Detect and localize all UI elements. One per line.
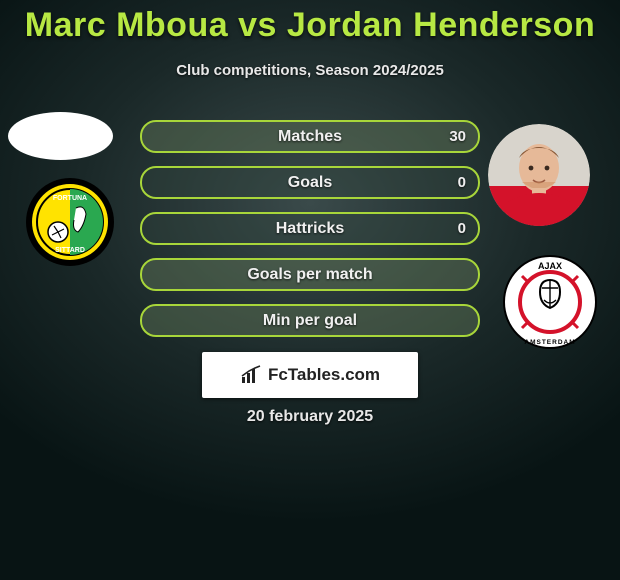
stat-label: Matches [142,128,478,146]
stat-row-goals: Goals 0 [140,166,480,199]
stat-label: Goals per match [142,266,478,284]
stat-row-min-per-goal: Min per goal [140,304,480,337]
svg-text:AMSTERDAM: AMSTERDAM [524,339,575,346]
player-right-photo [488,124,590,226]
subtitle: Club competitions, Season 2024/2025 [0,62,620,79]
page-title: Marc Mboua vs Jordan Henderson [0,6,620,45]
brand-box: FcTables.com [202,352,418,398]
club-right-logo: AJAX AMSTERDAM [500,252,600,352]
club-left-logo: FORTUNA SITTARD [20,172,120,272]
chart-icon [240,365,262,385]
date-text: 20 february 2025 [0,408,620,426]
stat-row-matches: Matches 30 [140,120,480,153]
stat-row-goals-per-match: Goals per match [140,258,480,291]
player-left-photo [8,112,113,160]
svg-text:FORTUNA: FORTUNA [53,195,87,202]
stat-label: Min per goal [142,312,478,330]
fortuna-sittard-icon: FORTUNA SITTARD [20,172,120,272]
stat-label: Hattricks [142,220,478,238]
brand-text: FcTables.com [268,365,380,385]
henderson-portrait-icon [488,124,590,226]
stats-container: Matches 30 Goals 0 Hattricks 0 Goals per… [140,120,480,337]
ajax-icon: AJAX AMSTERDAM [500,252,600,352]
svg-text:AJAX: AJAX [538,261,562,271]
stat-right-value: 0 [458,220,466,237]
stat-row-hattricks: Hattricks 0 [140,212,480,245]
stat-right-value: 0 [458,174,466,191]
stat-label: Goals [142,174,478,192]
svg-text:SITTARD: SITTARD [55,247,85,254]
stat-right-value: 30 [449,128,466,145]
